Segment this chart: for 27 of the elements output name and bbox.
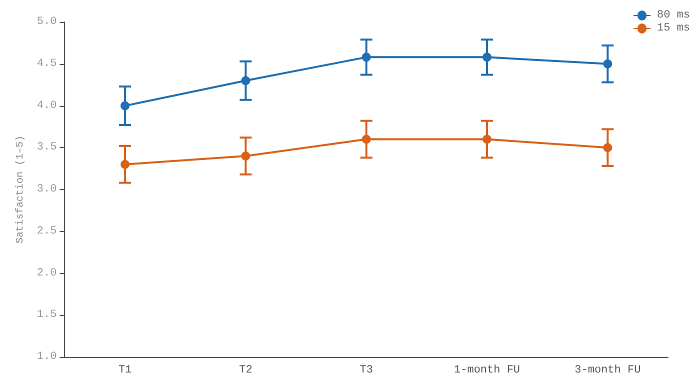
x-tick-label: T3 [360, 364, 373, 376]
y-tick-label: 5.0 [36, 16, 57, 28]
point [120, 160, 130, 169]
y-tick-label: 4.5 [36, 58, 57, 70]
point [241, 152, 250, 160]
y-tick-label: 1.0 [36, 351, 57, 363]
point [362, 134, 371, 144]
x-tick-label: T2 [239, 364, 252, 376]
y-tick-label: 2.0 [36, 267, 57, 280]
point [362, 52, 371, 62]
y-axis-title: Satisfaction (1–5) [14, 135, 26, 244]
point [603, 143, 612, 152]
y-tick-label: 3.5 [36, 142, 57, 154]
legend-label: 80 ms [656, 10, 690, 22]
point [120, 101, 130, 110]
point [482, 52, 492, 62]
x-tick-label: 3-month FU [574, 364, 641, 376]
x-tick-label: T1 [118, 364, 132, 376]
y-tick-label: 4.0 [36, 100, 57, 112]
y-tick-label: 3.0 [36, 184, 57, 196]
y-tick-label: 2.5 [36, 225, 57, 238]
point [603, 59, 612, 68]
legend-label: 15 ms [656, 22, 690, 34]
x-tick-label: 1-month FU [454, 364, 520, 376]
point [482, 134, 492, 144]
point [241, 76, 250, 86]
y-tick-label: 1.5 [36, 309, 57, 322]
